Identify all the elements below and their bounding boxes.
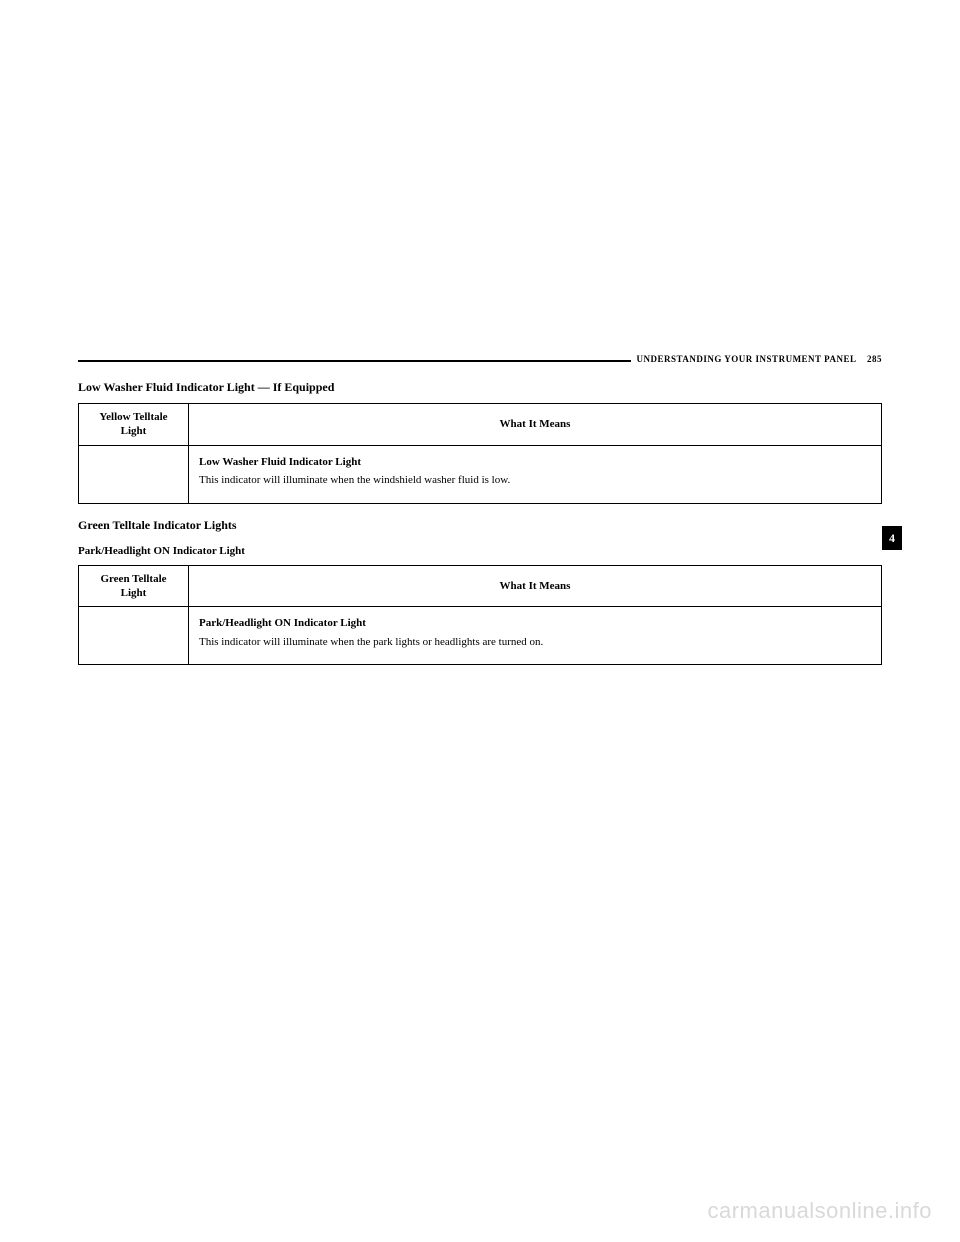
desc-cell: Low Washer Fluid Indicator Light This in…: [189, 445, 882, 503]
table-row: Yellow Telltale Light What It Means: [79, 404, 882, 446]
icon-cell-headlight: [79, 607, 189, 665]
table-row: Park/Headlight ON Indicator Light This i…: [79, 607, 882, 665]
section2-subheading: Park/Headlight ON Indicator Light: [78, 545, 882, 557]
table-green-telltale: Green Telltale Light What It Means Park/…: [78, 565, 882, 666]
page-header: UNDERSTANDING YOUR INSTRUMENT PANEL 285: [631, 354, 882, 364]
table-row: Green Telltale Light What It Means: [79, 565, 882, 607]
desc-title: Park/Headlight ON Indicator Light: [199, 615, 871, 632]
col-header-light: Green Telltale Light: [79, 565, 189, 607]
icon-cell-washer: [79, 445, 189, 503]
desc-cell: Park/Headlight ON Indicator Light This i…: [189, 607, 882, 665]
page-content: UNDERSTANDING YOUR INSTRUMENT PANEL 285 …: [78, 360, 882, 665]
table-row: Low Washer Fluid Indicator Light This in…: [79, 445, 882, 503]
table-yellow-telltale: Yellow Telltale Light What It Means Low …: [78, 403, 882, 504]
col-header-means: What It Means: [189, 565, 882, 607]
chapter-tab: 4: [882, 526, 902, 550]
section1-heading: Low Washer Fluid Indicator Light — If Eq…: [78, 380, 882, 395]
page-number: 285: [867, 354, 882, 364]
desc-body: This indicator will illuminate when the …: [199, 474, 510, 486]
section2-heading: Green Telltale Indicator Lights: [78, 518, 882, 533]
col-header-means: What It Means: [189, 404, 882, 446]
desc-body: This indicator will illuminate when the …: [199, 636, 543, 648]
col-header-light: Yellow Telltale Light: [79, 404, 189, 446]
watermark: carmanualsonline.info: [707, 1198, 932, 1224]
header-section: UNDERSTANDING YOUR INSTRUMENT PANEL: [637, 354, 856, 364]
desc-title: Low Washer Fluid Indicator Light: [199, 454, 871, 471]
